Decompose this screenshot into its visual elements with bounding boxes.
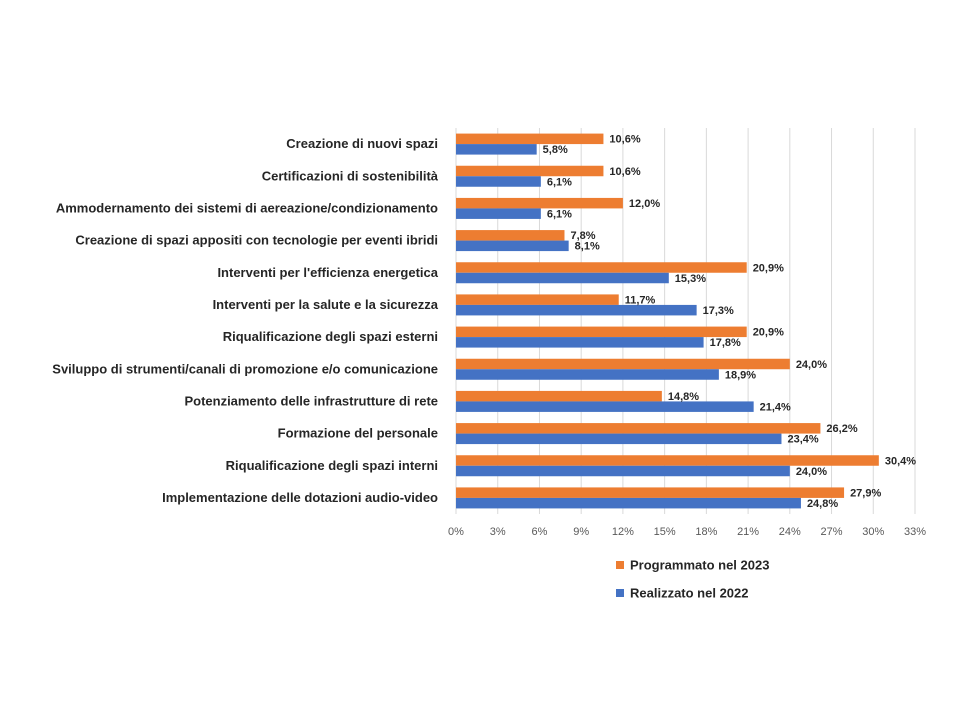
bar-realizzato-2022 — [456, 208, 541, 219]
x-tick-label: 24% — [779, 526, 801, 538]
category-label: Formazione del personale — [278, 426, 438, 441]
data-label: 12,0% — [629, 198, 660, 210]
category-label: Implementazione delle dotazioni audio-vi… — [162, 490, 438, 505]
data-label: 24,0% — [796, 359, 827, 371]
data-label: 21,4% — [760, 401, 791, 413]
data-label: 24,0% — [796, 466, 827, 478]
data-label: 18,9% — [725, 369, 756, 381]
bar-realizzato-2022 — [456, 369, 719, 380]
data-label: 30,4% — [885, 455, 916, 467]
bar-realizzato-2022 — [456, 497, 801, 509]
category-labels: Creazione di nuovi spazi Certificazioni d… — [52, 136, 438, 505]
x-tick-label: 9% — [573, 526, 589, 538]
data-label: 20,9% — [753, 262, 784, 274]
x-tick-label: 33% — [904, 526, 926, 538]
bar-programmato-2023 — [456, 294, 619, 305]
data-label: 5,8% — [543, 144, 568, 156]
data-label: 7,8% — [570, 230, 595, 242]
legend-label: Realizzato nel 2022 — [630, 586, 749, 601]
bar-realizzato-2022 — [456, 240, 569, 252]
data-labels: 10,6% 5,8% 10,6% 6,1% 12,0% 6,1% 7,8%8,1% 20,9%… — [543, 134, 917, 510]
category-label: Interventi per la salute e la sicurezza — [213, 297, 439, 312]
data-label: 15,3% — [675, 273, 706, 285]
x-tick-label: 3% — [490, 526, 506, 538]
data-label: 17,8% — [710, 337, 741, 349]
x-tick-label: 27% — [821, 526, 843, 538]
x-tick-label: 6% — [532, 526, 548, 538]
x-tick-label: 18% — [695, 526, 717, 538]
category-label: Creazione di nuovi spazi — [286, 136, 438, 151]
legend-swatch — [616, 561, 624, 569]
legend-swatch — [616, 589, 624, 597]
data-label: 10,6% — [609, 166, 640, 178]
data-label: 11,7% — [625, 294, 656, 306]
data-label: 23,4% — [787, 434, 818, 446]
category-label: Certificazioni di sostenibilità — [262, 168, 439, 183]
data-label: 26,2% — [826, 423, 857, 435]
category-label: Interventi per l'efficienza energetica — [217, 265, 438, 280]
bar-programmato-2023 — [456, 133, 604, 145]
bar-programmato-2023 — [456, 487, 845, 498]
category-label: Riqualificazione degli spazi interni — [226, 458, 438, 473]
bar-programmato-2023 — [456, 230, 565, 241]
data-label: 6,1% — [547, 176, 572, 188]
data-label: 14,8% — [668, 391, 699, 403]
category-label: Riqualificazione degli spazi esterni — [223, 329, 438, 344]
bar-programmato-2023 — [456, 455, 879, 466]
x-tick-label: 30% — [862, 526, 884, 538]
category-label: Ammodernamento dei sistemi di aereazione… — [56, 200, 438, 215]
bar-realizzato-2022 — [456, 176, 541, 187]
x-tick-label: 15% — [654, 526, 676, 538]
bar-realizzato-2022 — [456, 144, 537, 155]
data-label: 17,3% — [703, 305, 734, 317]
category-label: Sviluppo di strumenti/canali di promozio… — [52, 361, 438, 376]
data-label: 6,1% — [547, 208, 572, 220]
data-label: 24,8% — [807, 498, 838, 510]
bars — [456, 133, 879, 509]
bar-realizzato-2022 — [456, 433, 782, 445]
bar-realizzato-2022 — [456, 465, 790, 477]
data-label: 10,6% — [609, 134, 640, 146]
x-tick-label: 21% — [737, 526, 759, 538]
bar-realizzato-2022 — [456, 304, 697, 316]
bar-realizzato-2022 — [456, 401, 754, 412]
x-axis-ticks: 0% 3% 6% 9% 12% 15% 18% 21% 24% 27% 30% 33% — [448, 526, 926, 538]
bar-programmato-2023 — [456, 262, 747, 273]
legend-label: Programmato nel 2023 — [630, 558, 769, 573]
grid — [455, 128, 916, 514]
bar-programmato-2023 — [456, 358, 790, 370]
bar-programmato-2023 — [456, 165, 604, 177]
legend: Programmato nel 2023 Realizzato nel 2022 — [616, 558, 769, 601]
x-tick-label: 12% — [612, 526, 634, 538]
data-label: 27,9% — [850, 487, 881, 499]
bar-realizzato-2022 — [456, 272, 669, 284]
data-label: 20,9% — [753, 327, 784, 339]
bar-realizzato-2022 — [456, 337, 704, 348]
bar-programmato-2023 — [456, 390, 662, 402]
bar-programmato-2023 — [456, 423, 821, 434]
category-label: Creazione di spazi appositi con tecnolog… — [75, 233, 438, 248]
bar-programmato-2023 — [456, 326, 747, 338]
bar-programmato-2023 — [456, 197, 623, 209]
data-label: 8,1% — [575, 241, 600, 253]
x-tick-label: 0% — [448, 526, 464, 538]
category-label: Potenziamento delle infrastrutture di re… — [184, 393, 438, 408]
